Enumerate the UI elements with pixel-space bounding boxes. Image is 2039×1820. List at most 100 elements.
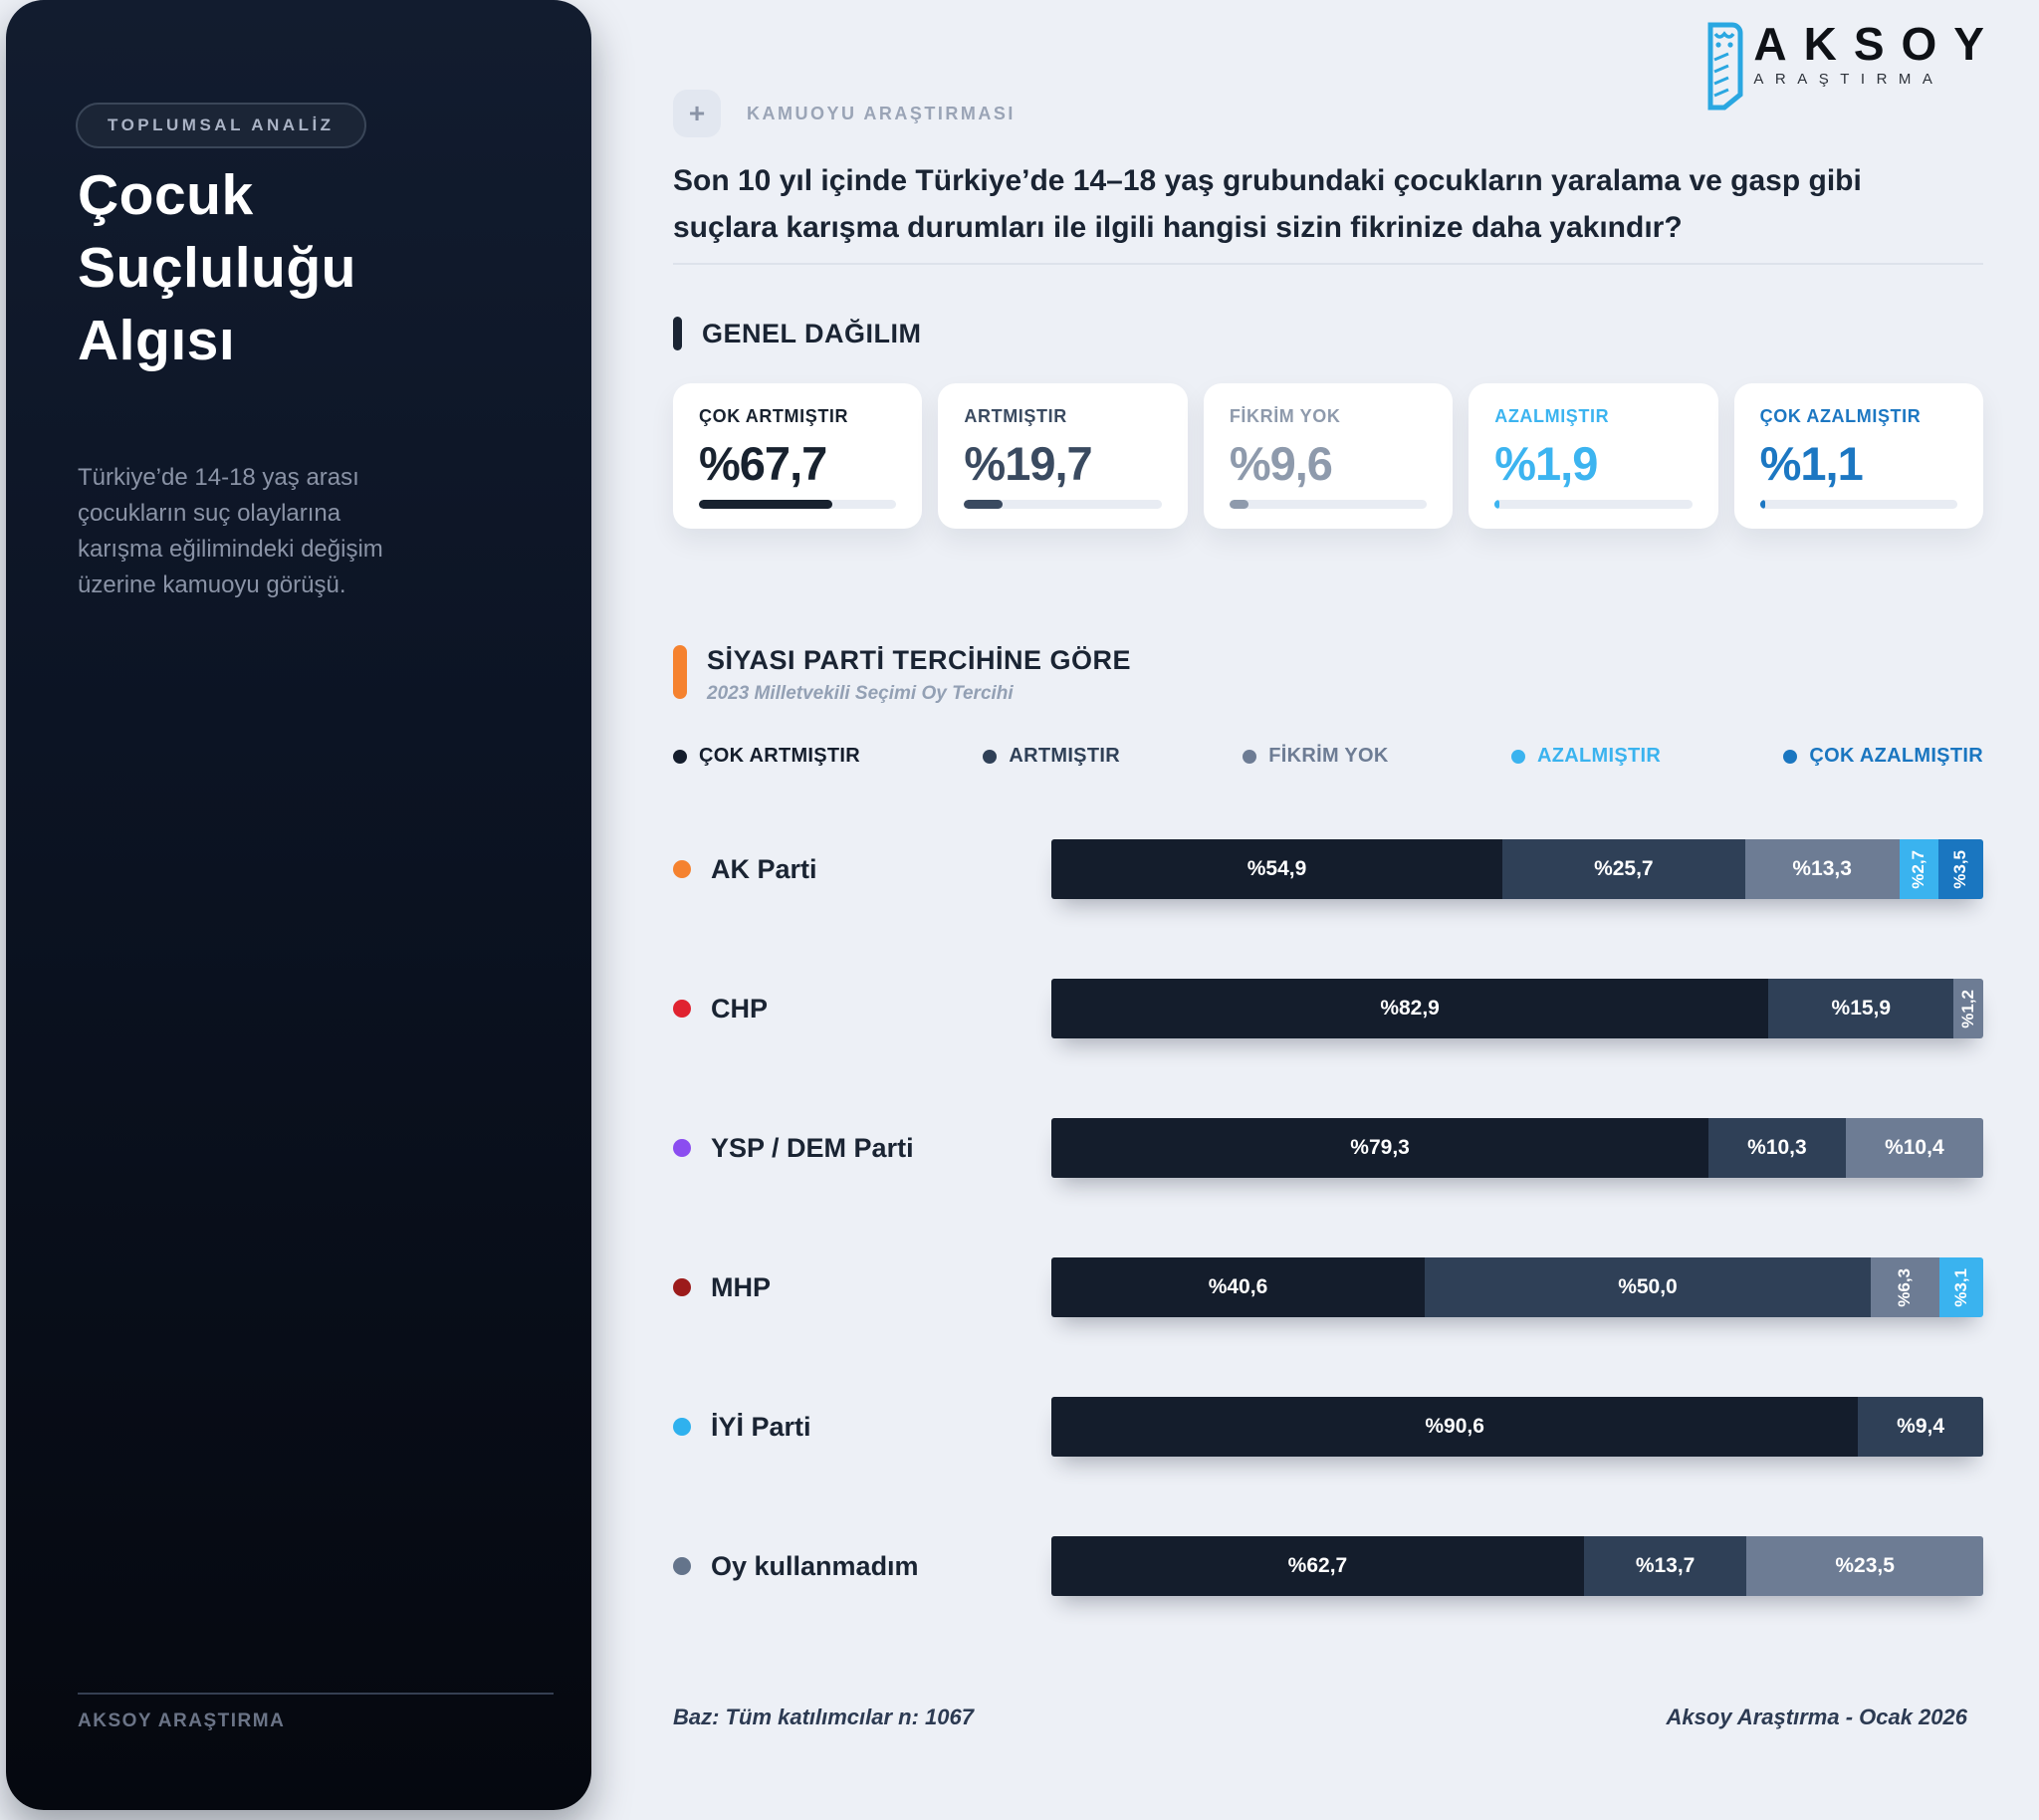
bar-segment-label: %13,3 [1792, 857, 1852, 880]
legend-item: ÇOK ARTMIŞTIR [673, 745, 860, 768]
bar-segment: %23,5 [1746, 1536, 1983, 1596]
stat-card: ARTMIŞTIR %19,7 [938, 383, 1188, 529]
bar-segment-label: %10,4 [1885, 1136, 1944, 1159]
stat-card-fill [1759, 500, 1765, 509]
sidebar-brand-label: AKSOY ARAŞTIRMA [78, 1710, 286, 1731]
bar-segment-label: %25,7 [1594, 857, 1654, 880]
bar-segment-label: %90,6 [1425, 1415, 1484, 1438]
page-description: Türkiye’de 14-18 yaş arası çocukların su… [78, 464, 383, 598]
stat-card-label: ÇOK AZALMIŞTIR [1759, 406, 1922, 426]
party-row: Oy kullanmadım %62,7 %13,7 %23,5 [673, 1536, 1983, 1596]
bar-segment-label: %23,5 [1835, 1554, 1895, 1577]
bar-segment-label: %40,6 [1208, 1275, 1268, 1298]
brand-name: AKSOY [1753, 18, 2001, 70]
bar-segment-label: %54,9 [1246, 857, 1307, 880]
party-row: AK Parti %54,9 %25,7 %13,3 %2,7 %3,5 [673, 839, 1983, 899]
legend-item: FİKRİM YOK [1243, 745, 1388, 768]
bar-segment: %82,9 [1051, 979, 1769, 1038]
bar-segment-label: %10,3 [1747, 1136, 1807, 1159]
brand-logo: AKSOY ARAŞTIRMA [1703, 20, 2001, 116]
bar-segment: %90,6 [1051, 1397, 1859, 1457]
stat-card-value: %9,6 [1229, 437, 1333, 490]
bar-segment: %1,2 [1953, 979, 1983, 1038]
legend-dot-icon [1510, 749, 1525, 764]
party-name: CHP [711, 993, 769, 1024]
party-row-head: CHP [673, 994, 1051, 1024]
bar-segment-label: %1,2 [1958, 989, 1978, 1028]
plus-icon: + [673, 90, 721, 137]
bar-segment: %3,1 [1938, 1257, 1983, 1317]
stat-card: ÇOK AZALMIŞTIR %1,1 [1733, 383, 1984, 529]
page-title-line: Suçluluğu [78, 236, 356, 300]
legend-label: AZALMIŞTIR [1536, 745, 1662, 767]
party-name: İYİ Parti [711, 1411, 811, 1442]
stat-card-fill [1229, 500, 1248, 509]
general-section-title: GENEL DAĞILIM [702, 318, 922, 348]
chart-legend: ÇOK ARTMIŞTIR ARTMIŞTIR FİKRİM YOK AZALMIŞT… [673, 745, 1983, 768]
bar-segment: %50,0 [1424, 1257, 1871, 1317]
legend-dot-icon [673, 749, 687, 764]
bar-segment-label: %82,9 [1380, 997, 1440, 1020]
stat-card-label: ARTMIŞTIR [964, 406, 1067, 426]
stat-card-value: %19,7 [964, 437, 1092, 490]
stat-card-value: %67,7 [699, 437, 827, 490]
stat-card-fill [699, 500, 833, 509]
stacked-bar: %62,7 %13,7 %23,5 [1051, 1536, 1983, 1596]
brand-logo-text: AKSOY ARAŞTIRMA [1753, 20, 2001, 88]
sidebar-panel: TOPLUMSAL ANALİZ Çocuk Suçluluğu Algısı … [6, 0, 591, 1810]
party-dot-icon [673, 1278, 691, 1296]
owl-logo-icon [1703, 20, 1745, 116]
party-section-header: SİYASI PARTİ TERCİHİNE GÖRE 2023 Milletv… [673, 645, 1131, 705]
stat-card: ÇOK ARTMIŞTIR %67,7 [673, 383, 923, 529]
party-dot-icon [673, 860, 691, 878]
page-title-line: Çocuk [78, 163, 254, 227]
eyebrow-row: + KAMUOYU ARAŞTIRMASI [673, 90, 1016, 137]
stat-card: FİKRİM YOK %9,6 [1203, 383, 1454, 529]
party-section-subtitle: 2023 Milletvekili Seçimi Oy Tercihi [707, 683, 1014, 704]
bar-segment: %3,5 [1937, 839, 1983, 899]
sidebar-divider [78, 1693, 554, 1695]
stacked-bar: %54,9 %25,7 %13,3 %2,7 %3,5 [1051, 839, 1983, 899]
stat-card-value: %1,9 [1494, 437, 1598, 490]
bar-segment-label: %6,3 [1895, 1267, 1915, 1307]
stacked-bar: %40,6 %50,0 %6,3 %3,1 [1051, 1257, 1983, 1317]
page-footer: Baz: Tüm katılımcılar n: 1067 Aksoy Araş… [673, 1705, 1967, 1730]
bar-segment-label: %3,5 [1950, 849, 1970, 889]
stat-card-track [699, 500, 897, 509]
party-row-head: AK Parti [673, 854, 1051, 885]
bar-segment: %10,3 [1708, 1118, 1846, 1178]
page-title: Çocuk Suçluluğu Algısı [78, 159, 356, 377]
bar-segment: %15,9 [1768, 979, 1954, 1038]
stacked-bar: %79,3 %10,3 %10,4 [1051, 1118, 1983, 1178]
stat-card: AZALMIŞTIR %1,9 [1469, 383, 1718, 529]
party-name: Oy kullanmadım [711, 1550, 919, 1581]
stacked-bar-chart: AK Parti %54,9 %25,7 %13,3 %2,7 %3,5 CHP %82,9%… [673, 839, 1983, 1676]
general-stat-cards: ÇOK ARTMIŞTIR %67,7 ARTMIŞTIR %19,7 FİKRİM Y… [673, 383, 1984, 529]
bar-segment-label: %62,7 [1287, 1554, 1348, 1577]
bar-segment: %2,7 [1899, 839, 1938, 899]
legend-dot-icon [983, 749, 998, 764]
footer-base-note: Baz: Tüm katılımcılar n: 1067 [673, 1705, 974, 1729]
legend-label: ARTMIŞTIR [1009, 745, 1120, 767]
general-section-header: GENEL DAĞILIM [673, 317, 922, 350]
party-row: CHP %82,9 %15,9 %1,2 [673, 979, 1983, 1038]
bar-segment-label: %9,4 [1897, 1415, 1945, 1438]
legend-item: AZALMIŞTIR [1510, 745, 1662, 768]
party-name: MHP [711, 1271, 771, 1302]
party-row-head: Oy kullanmadım [673, 1551, 1051, 1582]
legend-label: ÇOK AZALMIŞTIR [1809, 745, 1983, 767]
stat-card-track [1229, 500, 1428, 509]
party-dot-icon [673, 1557, 691, 1575]
page-title-line: Algısı [78, 309, 236, 372]
legend-label: FİKRİM YOK [1268, 745, 1389, 767]
stat-card-track [1494, 500, 1693, 509]
bar-segment-label: %2,7 [1909, 849, 1928, 889]
party-row: İYİ Parti %90,6 %9,4 [673, 1397, 1983, 1457]
legend-item: ARTMIŞTIR [983, 745, 1120, 768]
eyebrow-label: KAMUOYU ARAŞTIRMASI [747, 103, 1016, 123]
bar-segment-label: %13,7 [1635, 1554, 1696, 1577]
legend-item: ÇOK AZALMIŞTIR [1783, 745, 1983, 768]
party-row-head: YSP / DEM Parti [673, 1133, 1051, 1164]
bar-segment: %6,3 [1870, 1257, 1939, 1317]
